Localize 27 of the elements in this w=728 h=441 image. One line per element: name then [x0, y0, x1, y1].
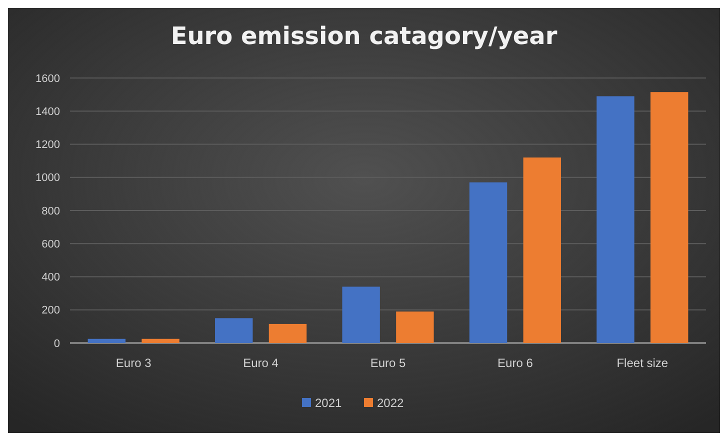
- x-tick-label: Euro 3: [116, 356, 152, 370]
- y-tick-label: 1400: [36, 106, 60, 118]
- x-tick-label: Euro 6: [498, 356, 534, 370]
- bar: [650, 92, 688, 343]
- legend-label: 2021: [315, 396, 342, 410]
- x-tick-label: Euro 4: [243, 356, 279, 370]
- bar: [142, 338, 180, 343]
- y-tick-label: 1200: [36, 139, 60, 152]
- bar: [523, 158, 561, 343]
- chart-title: Euro emission catagory/year: [170, 22, 558, 50]
- bar: [88, 338, 126, 343]
- y-tick-label: 400: [42, 272, 60, 284]
- y-tick-label: 1600: [36, 72, 60, 85]
- y-tick-label: 0: [54, 338, 60, 350]
- bar: [215, 318, 253, 343]
- bar: [596, 96, 634, 343]
- legend-label: 2022: [377, 396, 404, 410]
- bar: [396, 312, 434, 343]
- y-tick-label: 200: [42, 304, 60, 317]
- x-tick-label: Fleet size: [616, 356, 668, 370]
- bar: [268, 324, 307, 343]
- y-tick-label: 600: [42, 238, 60, 250]
- y-tick-label: 800: [42, 205, 60, 218]
- x-tick-label: Euro 5: [370, 356, 406, 370]
- y-tick-label: 1000: [36, 172, 60, 184]
- bar: [342, 286, 380, 343]
- bar: [469, 182, 508, 343]
